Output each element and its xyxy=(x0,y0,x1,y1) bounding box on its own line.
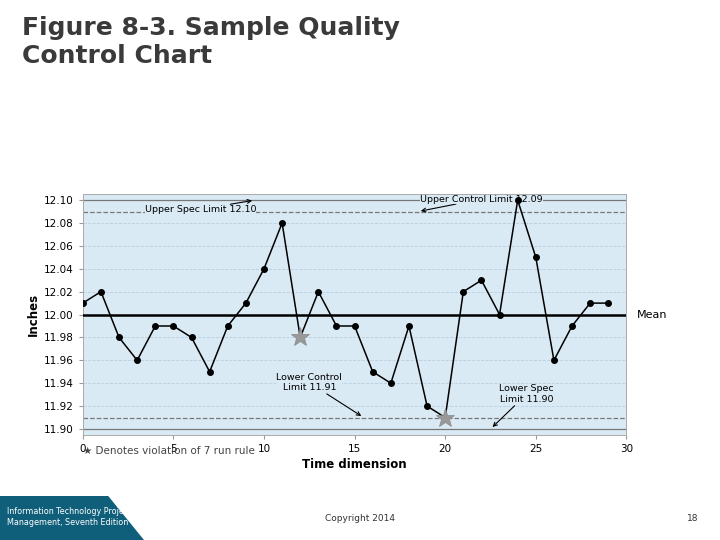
Text: Figure 8-3. Sample Quality
Control Chart: Figure 8-3. Sample Quality Control Chart xyxy=(22,16,400,68)
Text: Upper Spec Limit 12.10: Upper Spec Limit 12.10 xyxy=(145,200,256,214)
Text: Lower Spec
Limit 11.90: Lower Spec Limit 11.90 xyxy=(493,384,554,426)
Text: Upper Control Limit 12.09: Upper Control Limit 12.09 xyxy=(420,194,543,212)
Text: Lower Control
Limit 11.91: Lower Control Limit 11.91 xyxy=(276,373,360,415)
X-axis label: Time dimension: Time dimension xyxy=(302,458,407,471)
Text: Copyright 2014: Copyright 2014 xyxy=(325,514,395,523)
Y-axis label: Inches: Inches xyxy=(27,293,40,336)
Text: Information Technology Project
Management, Seventh Edition: Information Technology Project Managemen… xyxy=(7,507,132,528)
Polygon shape xyxy=(0,496,144,540)
Text: ★ Denotes violation of 7 run rule: ★ Denotes violation of 7 run rule xyxy=(83,446,255,456)
Text: Mean: Mean xyxy=(637,309,667,320)
Text: 18: 18 xyxy=(687,514,698,523)
